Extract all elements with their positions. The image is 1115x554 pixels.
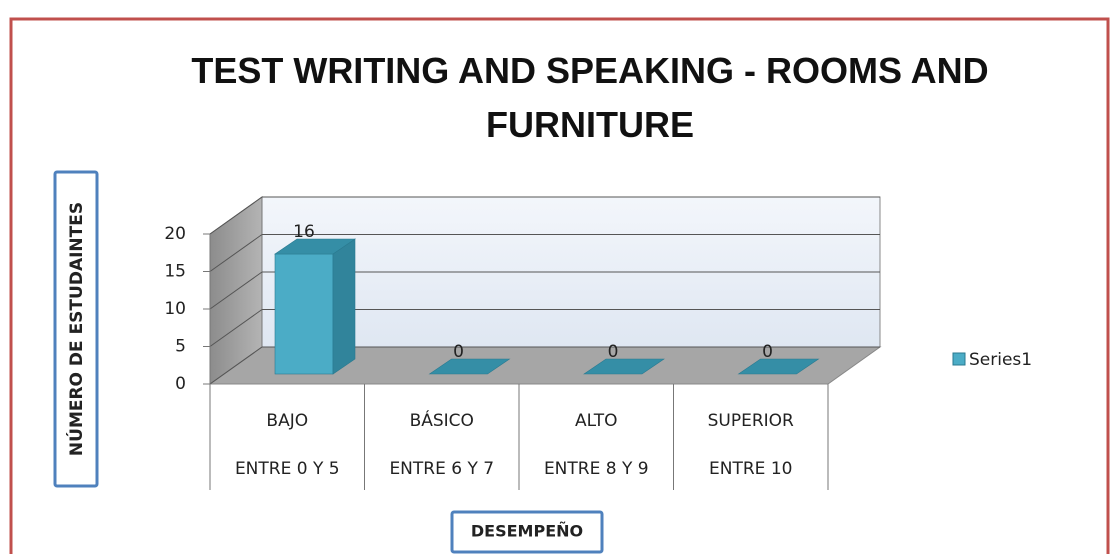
y-tick-label: 20 <box>164 224 186 244</box>
x-tick-label: ALTO <box>575 411 618 431</box>
grid-line <box>209 196 263 235</box>
legend-label: Series1 <box>969 350 1032 370</box>
bar <box>583 358 665 375</box>
x-tick-label: ENTRE 6 Y 7 <box>389 459 494 479</box>
data-label: 0 <box>453 342 464 362</box>
grid-line <box>209 346 263 385</box>
chart-border <box>9 17 1110 554</box>
bar-front <box>274 253 334 375</box>
grid-line <box>209 309 263 347</box>
bar-top <box>274 238 356 255</box>
bar-top <box>428 358 511 375</box>
data-label: 16 <box>293 222 315 242</box>
y-tick-label: 15 <box>164 262 186 282</box>
bar-top <box>583 358 665 375</box>
x-tick-label: ENTRE 8 Y 9 <box>544 459 649 479</box>
x-tick-label: SUPERIOR <box>708 411 794 431</box>
grid-line <box>209 271 263 310</box>
bar <box>737 358 820 375</box>
bar <box>428 358 511 375</box>
grid-line <box>209 234 263 272</box>
x-tick-label: ENTRE 10 <box>709 459 792 479</box>
chart-title: TEST WRITING AND SPEAKING - ROOMS AND FU… <box>191 50 989 145</box>
bar <box>274 238 356 375</box>
x-tick-label: ENTRE 0 Y 5 <box>235 459 340 479</box>
x-axis-title: DESEMPEÑO <box>471 522 583 541</box>
x-axis-title-box <box>450 510 604 554</box>
y-tick-label: 5 <box>175 337 186 357</box>
legend-swatch <box>952 352 966 366</box>
x-tick-label: BAJO <box>266 411 308 431</box>
bar-side <box>332 238 356 375</box>
y-tick-label: 0 <box>175 374 186 394</box>
y-axis-title: NÚMERO DE ESTUDAINTES <box>65 202 87 456</box>
bar-top <box>737 358 820 375</box>
x-tick-label: BÁSICO <box>410 409 474 431</box>
y-tick-label: 10 <box>164 299 186 319</box>
data-label: 0 <box>762 342 773 362</box>
data-label: 0 <box>608 342 619 362</box>
y-axis-title-box <box>53 170 99 488</box>
